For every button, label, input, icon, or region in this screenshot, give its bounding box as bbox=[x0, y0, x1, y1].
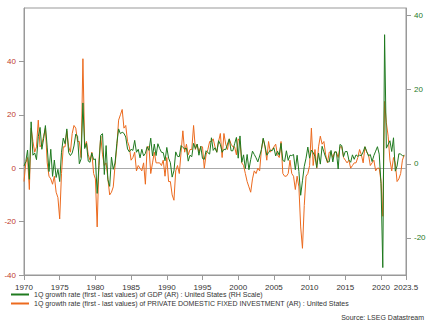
svg-text:1985: 1985 bbox=[122, 282, 140, 292]
svg-text:20: 20 bbox=[7, 110, 16, 119]
svg-text:Source: LSEG Datastream: Source: LSEG Datastream bbox=[341, 314, 424, 321]
svg-text:1Q growth rate (first - last v: 1Q growth rate (first - last values) of … bbox=[34, 291, 263, 299]
svg-text:1975: 1975 bbox=[50, 282, 69, 292]
svg-text:2023.5: 2023.5 bbox=[394, 283, 419, 292]
svg-text:2005: 2005 bbox=[265, 283, 283, 292]
svg-text:-20: -20 bbox=[414, 233, 426, 242]
svg-text:2000: 2000 bbox=[229, 282, 248, 292]
svg-text:-40: -40 bbox=[4, 271, 16, 280]
svg-text:2015: 2015 bbox=[336, 283, 354, 292]
svg-text:20: 20 bbox=[414, 85, 423, 94]
svg-text:-20: -20 bbox=[4, 217, 16, 226]
svg-text:40: 40 bbox=[7, 57, 16, 66]
svg-text:2010: 2010 bbox=[301, 283, 319, 292]
svg-text:2020: 2020 bbox=[372, 283, 390, 292]
svg-text:40: 40 bbox=[414, 11, 423, 20]
svg-text:1995: 1995 bbox=[193, 282, 212, 292]
svg-text:1970: 1970 bbox=[15, 283, 33, 292]
svg-text:0: 0 bbox=[414, 159, 419, 168]
svg-text:1980: 1980 bbox=[86, 282, 105, 292]
svg-text:1990: 1990 bbox=[157, 282, 176, 292]
svg-text:0: 0 bbox=[12, 164, 17, 173]
svg-text:1Q growth rate (first - last v: 1Q growth rate (first - last values) of … bbox=[34, 300, 349, 308]
